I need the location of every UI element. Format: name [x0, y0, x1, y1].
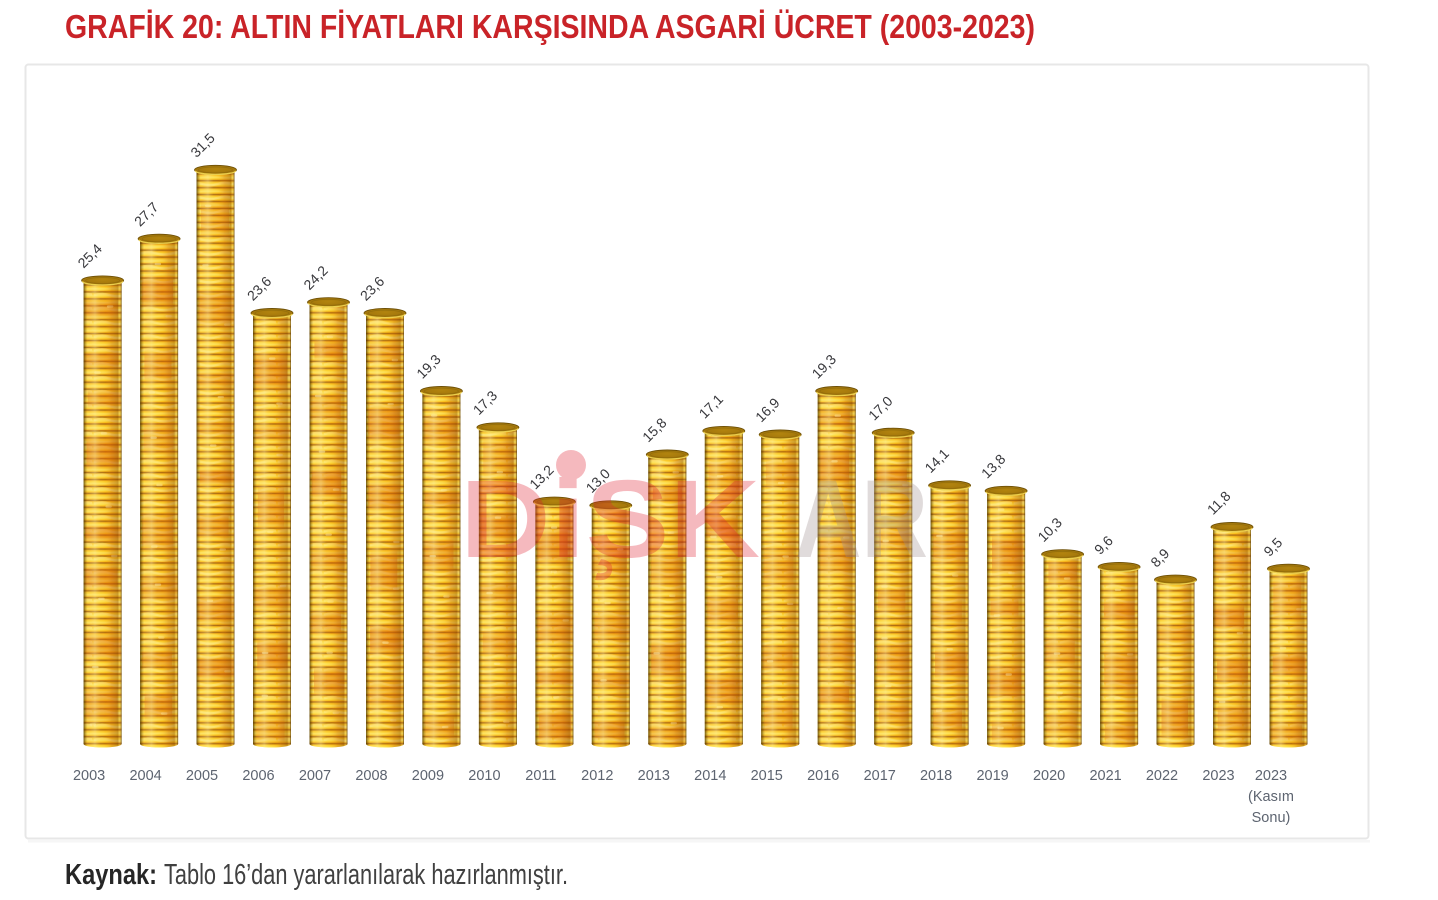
svg-text:2004: 2004	[129, 768, 161, 784]
svg-text:2020: 2020	[1033, 768, 1065, 784]
svg-text:2007: 2007	[299, 768, 331, 784]
svg-text:2023: 2023	[1202, 768, 1234, 784]
svg-text:2012: 2012	[581, 768, 613, 784]
svg-text:2014: 2014	[694, 768, 726, 784]
svg-text:2022: 2022	[1146, 768, 1178, 784]
svg-text:2016: 2016	[807, 768, 839, 784]
svg-text:2023: 2023	[1255, 768, 1287, 784]
svg-text:AR: AR	[795, 458, 928, 581]
svg-text:2008: 2008	[355, 768, 387, 784]
svg-text:2010: 2010	[468, 768, 500, 784]
svg-text:2019: 2019	[976, 768, 1008, 784]
svg-text:2003: 2003	[73, 768, 105, 784]
svg-text:2013: 2013	[638, 768, 670, 784]
svg-text:2009: 2009	[412, 768, 444, 784]
svg-text:Sonu): Sonu)	[1252, 810, 1291, 826]
svg-text:DiSK: DiSK	[460, 458, 760, 581]
svg-text:2015: 2015	[751, 768, 783, 784]
svg-text:GRAFİK 20: ALTIN FİYATLARI KAR: GRAFİK 20: ALTIN FİYATLARI KARŞISINDA AS…	[65, 8, 1035, 45]
svg-text:2018: 2018	[920, 768, 952, 784]
svg-text:(Kasım: (Kasım	[1248, 789, 1294, 805]
svg-text:2005: 2005	[186, 768, 218, 784]
svg-text:Kaynak:Tablo 16’dan yararlanıl: Kaynak: Tablo 16’dan yararlanılarak hazır…	[65, 859, 568, 891]
svg-text:2021: 2021	[1089, 768, 1121, 784]
svg-text:2017: 2017	[864, 768, 896, 784]
svg-text:2011: 2011	[525, 768, 556, 784]
svg-text:2006: 2006	[242, 768, 274, 784]
